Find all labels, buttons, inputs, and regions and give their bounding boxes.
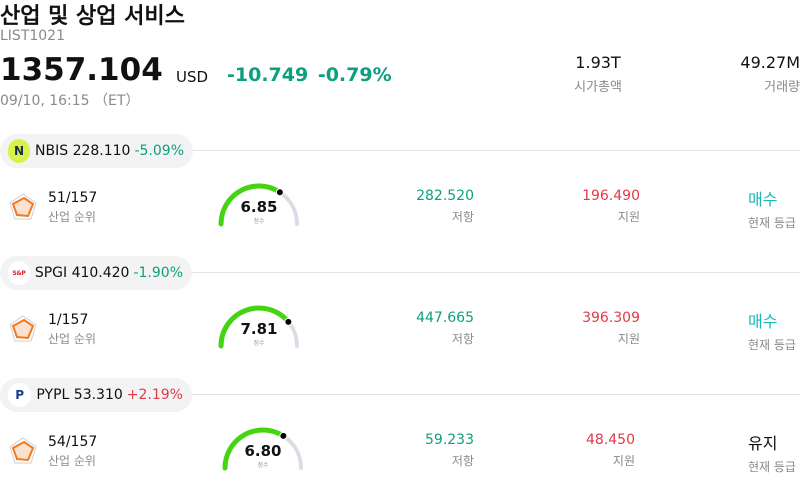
resistance-level: 59.233 저항	[425, 432, 474, 469]
support-label: 지원	[612, 454, 635, 468]
rating-value: 유지	[748, 434, 778, 453]
support-label: 지원	[617, 210, 640, 224]
rating-label: 현재 등급	[748, 216, 796, 230]
industry-rank: 1/157 산업 순위	[48, 312, 96, 347]
industry-rank-label: 산업 순위	[48, 332, 96, 346]
support-level: 48.450 지원	[586, 432, 635, 469]
support-level: 196.490 지원	[582, 188, 640, 225]
volume-value: 49.27M	[740, 53, 800, 72]
score-gauge-marker	[284, 317, 293, 326]
volume-label: 거래량	[764, 80, 800, 95]
industry-rank: 51/157 산업 순위	[48, 190, 97, 225]
radar-chart-icon	[8, 314, 38, 344]
market-cap-label: 시가총액	[574, 80, 622, 95]
score-value: 6.80	[244, 442, 282, 460]
price-change: -10.749 -0.79%	[227, 64, 392, 86]
score-gauge-marker	[275, 188, 284, 197]
score-gauge-fill	[222, 427, 286, 471]
score-gauge-marker	[279, 431, 288, 440]
market-cap-stat: 1.93T 시가총액	[548, 53, 648, 95]
industry-rank-label: 산업 순위	[48, 454, 96, 468]
stock-ticker-price: NBIS 228.110	[35, 143, 131, 159]
stock-row: S&P SPGI 410.420 -1.90% 1/157 산업 순위 7.81 점수 447…	[0, 256, 800, 376]
stock-change: +2.19%	[126, 387, 183, 403]
score-gauge-fill	[218, 183, 283, 227]
industry-rank-value: 51/157	[48, 190, 98, 206]
score-label: 점수	[253, 340, 265, 347]
support-value: 48.450	[586, 432, 635, 448]
page-title: 산업 및 상업 서비스	[0, 4, 185, 29]
score-value: 6.85	[240, 198, 278, 216]
resistance-value: 59.233	[425, 432, 474, 448]
resistance-label: 저항	[451, 454, 474, 468]
stock-chip[interactable]: N NBIS 228.110 -5.09%	[0, 134, 193, 168]
support-level: 396.309 지원	[582, 310, 640, 347]
company-logo-icon: N	[8, 139, 31, 163]
stock-ticker-price: PYPL 53.310	[36, 387, 123, 403]
score-gauge: 6.80 점수	[220, 424, 306, 474]
resistance-value: 282.520	[416, 188, 474, 204]
volume-stat: 49.27M 거래량	[722, 53, 800, 95]
score-gauge: 7.81 점수	[216, 302, 302, 352]
index-code: LIST1021	[0, 28, 65, 44]
score-gauge-fill	[218, 305, 291, 349]
market-cap-value: 1.93T	[575, 53, 621, 72]
resistance-label: 저항	[451, 210, 474, 224]
industry-rank-value: 54/157	[48, 434, 98, 450]
currency-label: USD	[176, 68, 209, 86]
score-value: 7.81	[240, 320, 278, 338]
industry-rank-value: 1/157	[48, 312, 89, 328]
industry-rank-label: 산업 순위	[48, 210, 96, 224]
radar-chart-icon	[8, 436, 38, 466]
rating-value: 매수	[748, 190, 778, 209]
support-value: 396.309	[582, 310, 640, 326]
support-label: 지원	[617, 332, 640, 346]
row-divider	[191, 394, 800, 395]
company-logo-icon: S&P	[8, 261, 30, 285]
score-label: 점수	[253, 218, 265, 225]
resistance-label: 저항	[451, 332, 474, 346]
stock-change: -5.09%	[134, 143, 184, 159]
support-value: 196.490	[582, 188, 640, 204]
stock-row: N NBIS 228.110 -5.09% 51/157 산업 순위 6.85 점수 282.…	[0, 134, 800, 254]
stock-change: -1.90%	[133, 265, 183, 281]
score-label: 점수	[257, 462, 269, 469]
resistance-level: 447.665 저항	[416, 310, 474, 347]
row-divider	[192, 150, 800, 151]
resistance-level: 282.520 저항	[416, 188, 474, 225]
index-price: 1357.104	[0, 52, 163, 88]
rating-value: 매수	[748, 312, 778, 331]
company-logo-icon: P	[8, 383, 32, 407]
stock-row: P PYPL 53.310 +2.19% 54/157 산업 순위 6.80 점수 59.23…	[0, 378, 800, 488]
radar-chart-icon	[8, 192, 38, 222]
row-divider	[191, 272, 800, 273]
rating-label: 현재 등급	[748, 460, 796, 474]
industry-rank: 54/157 산업 순위	[48, 434, 97, 469]
timestamp: 09/10, 16:15 （ET）	[0, 93, 140, 109]
stock-chip[interactable]: P PYPL 53.310 +2.19%	[0, 378, 192, 412]
rating-label: 현재 등급	[748, 338, 796, 352]
stock-ticker-price: SPGI 410.420	[34, 265, 130, 281]
resistance-value: 447.665	[416, 310, 474, 326]
score-gauge: 6.85 점수	[216, 180, 302, 230]
stock-chip[interactable]: S&P SPGI 410.420 -1.90%	[0, 256, 192, 290]
